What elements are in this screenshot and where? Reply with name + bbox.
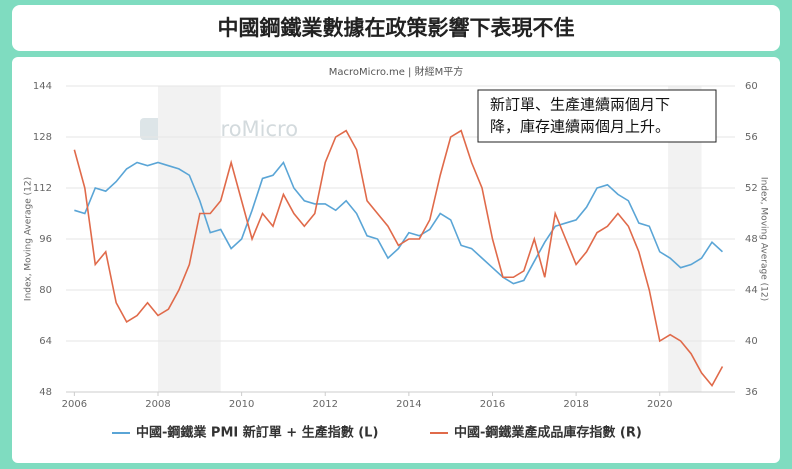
y-tick-label: 48 — [39, 387, 52, 398]
y2-tick-label: 48 — [745, 234, 758, 245]
x-tick-label: 2016 — [480, 399, 505, 410]
annotation: 新訂單、生產連續兩個月下 — [490, 96, 670, 114]
y2-tick-label: 40 — [745, 336, 758, 347]
y2-tick-label: 36 — [745, 387, 758, 398]
y-axis-label: Index, Moving Average (12) — [24, 177, 34, 301]
x-tick-label: 2014 — [396, 399, 421, 410]
legend-label: 中國-鋼鐵業 PMI 新訂單 + 生產指數 (L) — [136, 425, 378, 441]
annotation: 降，庫存連續兩個月上升。 — [490, 118, 670, 136]
y2-tick-label: 44 — [745, 285, 758, 296]
x-tick-label: 2006 — [62, 399, 87, 410]
x-tick-label: 2008 — [145, 399, 170, 410]
y-tick-label: 144 — [33, 81, 52, 92]
y2-tick-label: 56 — [745, 132, 758, 143]
x-tick-label: 2020 — [647, 399, 672, 410]
annotation-box — [477, 89, 717, 143]
y2-tick-label: 60 — [745, 81, 758, 92]
chart-title: 中國鋼鐵業數據在政策影響下表現不佳 — [218, 16, 575, 40]
legend-label: 中國-鋼鐵業產成品庫存指數 (R) — [454, 425, 642, 441]
y2-tick-label: 52 — [745, 183, 758, 194]
y-tick-label: 96 — [39, 234, 52, 245]
y-tick-label: 112 — [33, 183, 52, 194]
x-tick-label: 2010 — [229, 399, 254, 410]
y-tick-label: 128 — [33, 132, 52, 143]
y-tick-label: 80 — [39, 285, 52, 296]
series-line — [73, 129, 724, 388]
x-tick-label: 2012 — [313, 399, 338, 410]
title-box — [12, 5, 780, 51]
y-tick-label: 64 — [39, 336, 52, 347]
source: MacroMicro.me | 財經M平方 — [329, 65, 463, 78]
series-line — [74, 160, 723, 285]
y2-axis-label: Index, Moving Average (12) — [759, 177, 769, 301]
x-tick-label: 2018 — [563, 399, 588, 410]
